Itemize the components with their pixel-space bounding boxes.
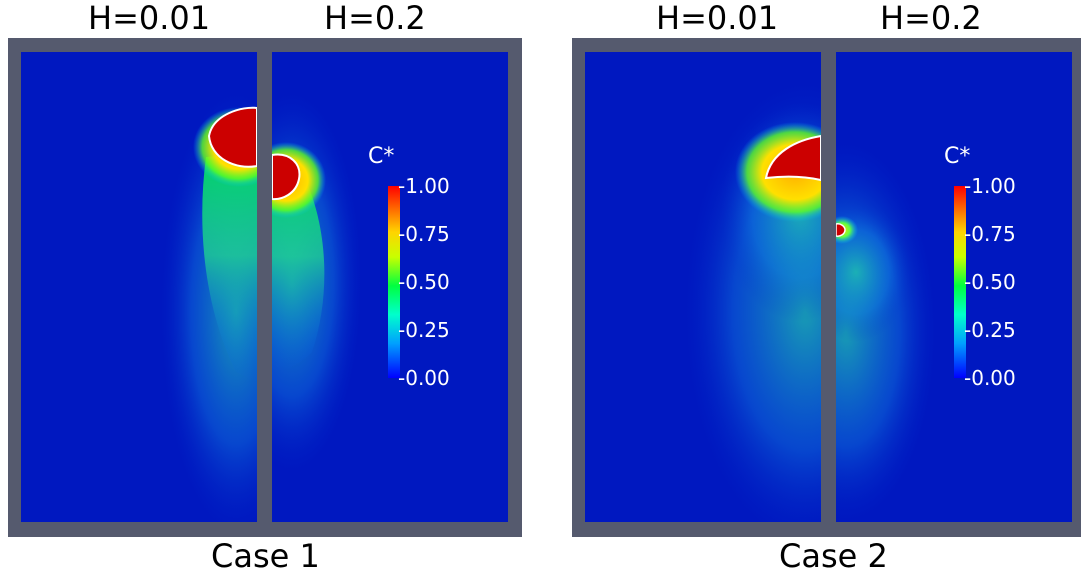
case2-right-heading: H=0.2 [880,0,982,37]
case2-colorbar-tick: 1.00 [964,176,1016,196]
case2-colorbar-title: C* [944,144,971,169]
case2-figure: C* 1.00 0.75 0.50 0.25 0.00 [572,38,1081,537]
case2-colorbar [954,186,966,378]
case1-colorbar-tick: 0.50 [398,272,450,292]
case1-right-droplet [272,153,301,201]
case2-left-field [585,52,821,522]
case1-figure: C* 1.00 0.75 0.50 0.25 0.00 [8,38,522,537]
case1-left-heading: H=0.01 [88,0,211,37]
case2-right-panel: C* 1.00 0.75 0.50 0.25 0.00 [836,52,1072,522]
case1-colorbar-title: C* [368,144,395,169]
case1-colorbar-tick: 0.25 [398,320,450,340]
case2-left-panel [585,52,821,522]
case1-colorbar [388,186,400,378]
case1-colorbar-tick: 1.00 [398,176,450,196]
case1-left-field [21,52,257,522]
case2-colorbar-tick: 0.50 [964,272,1016,292]
case1-colorbar-tick: 0.75 [398,224,450,244]
case2-right-droplet [836,223,846,237]
case2-caption: Case 2 [779,537,888,575]
case1-caption: Case 1 [211,537,320,575]
case2-left-heading: H=0.01 [656,0,779,37]
case2-colorbar-tick: 0.75 [964,224,1016,244]
case1-colorbar-tick: 0.00 [398,368,450,388]
case2-colorbar-tick: 0.25 [964,320,1016,340]
case1-right-panel: C* 1.00 0.75 0.50 0.25 0.00 [272,52,508,522]
case1-right-heading: H=0.2 [324,0,426,37]
case2-left-droplet [764,134,821,182]
case2-colorbar-tick: 0.00 [964,368,1016,388]
case1-left-panel [21,52,257,522]
case1-left-droplet [207,106,257,168]
